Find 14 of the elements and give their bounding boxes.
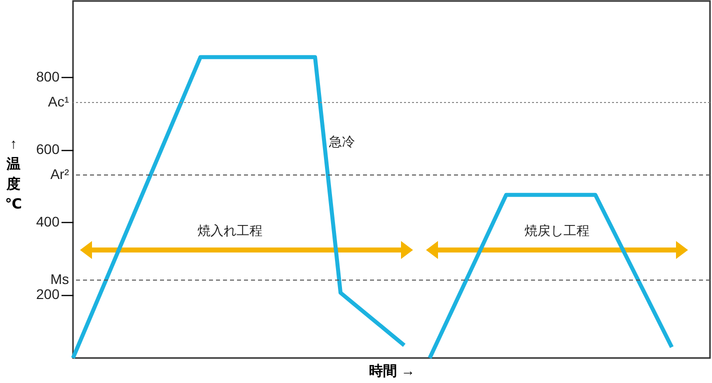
y-axis-title: ↑温度℃: [5, 136, 22, 212]
ref-line-label: Ar²: [50, 166, 70, 182]
y-tick-label: 200: [36, 286, 60, 302]
line-series: [71, 55, 406, 360]
line-series: [428, 192, 674, 360]
y-tick-label: 400: [36, 214, 60, 230]
y-tick-label: 600: [36, 141, 60, 158]
ref-line-label: Ms: [50, 271, 69, 288]
annotation: 急冷: [328, 134, 355, 149]
ref-line-label: Ac¹: [48, 93, 70, 110]
annotation: 焼戻し工程: [524, 223, 590, 238]
x-axis-title: 時間 →: [369, 362, 415, 378]
y-tick-label: 800: [36, 68, 60, 85]
annotation: 焼入れ工程: [198, 223, 262, 238]
